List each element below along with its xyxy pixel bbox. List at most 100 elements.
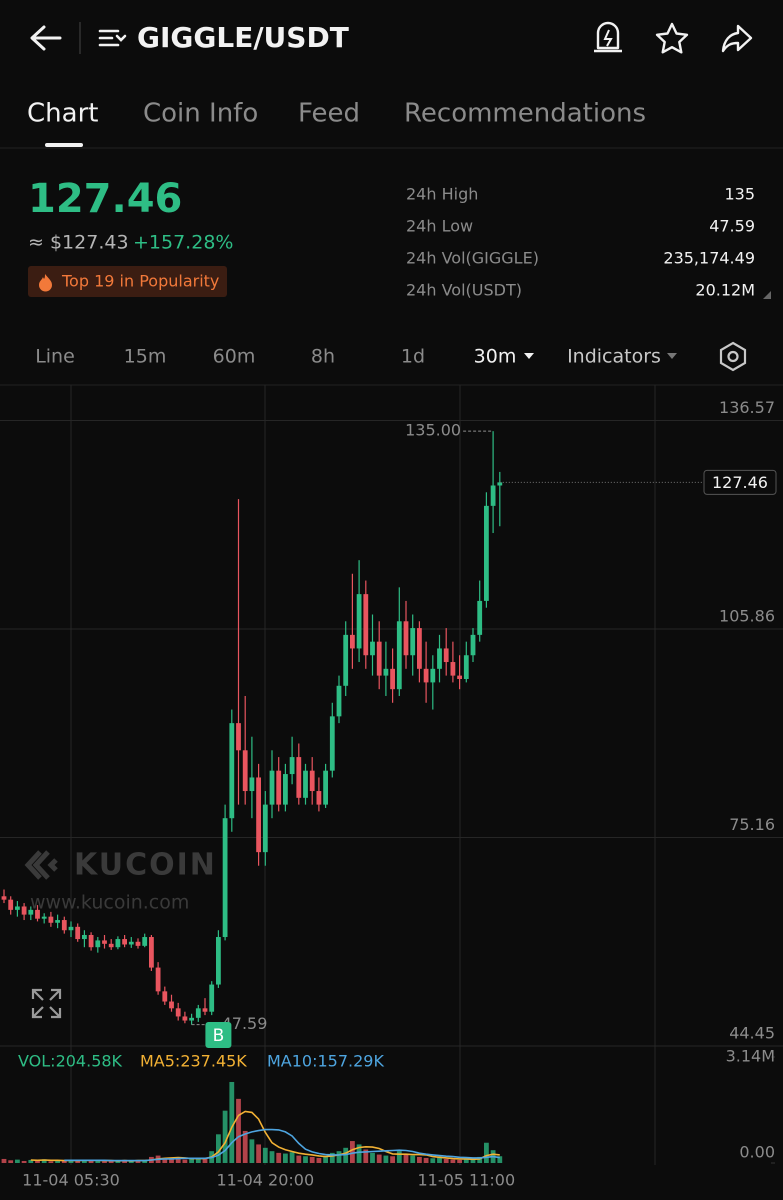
candle-body: [276, 770, 282, 805]
candle-body: [8, 899, 14, 910]
stat-label: 24h Vol(USDT): [406, 281, 522, 300]
candle-body: [182, 1016, 188, 1021]
candle-body: [463, 655, 469, 680]
candle-body: [363, 594, 369, 656]
candle-body: [242, 750, 248, 792]
back-button[interactable]: [30, 25, 62, 51]
watermark-logo: [24, 850, 58, 880]
volume-bar: [269, 1151, 275, 1163]
settings-dot: [727, 350, 739, 363]
volume-bar: [95, 1160, 101, 1163]
candle-body: [102, 940, 107, 944]
volume-bar: [108, 1160, 114, 1163]
volume-bar: [48, 1161, 54, 1163]
candle-body: [48, 916, 54, 923]
volume-bar: [21, 1160, 27, 1163]
interval[interactable]: 1d: [401, 346, 425, 368]
volume-bar: [162, 1157, 168, 1163]
volume-bar: [296, 1155, 302, 1163]
candle-body: [470, 634, 476, 656]
volume-bar: [383, 1155, 389, 1163]
indicators-button[interactable]: Indicators: [567, 346, 661, 368]
volume-bar: [115, 1160, 121, 1163]
volume-bar: [135, 1160, 141, 1163]
share-button[interactable]: [721, 24, 753, 53]
interval-active[interactable]: 30m: [474, 346, 517, 368]
candle-chart: 44.45 75.16 105.86 136.57 KUCOIN www.kucoin.c…: [0, 385, 783, 1190]
pair-menu[interactable]: GIGGLE/USDT: [98, 21, 349, 54]
fullscreen-button[interactable]: [31, 988, 62, 1019]
candle-body: [256, 777, 261, 853]
volume-bar: [88, 1160, 94, 1163]
alert-icon: [594, 21, 622, 53]
candle-body: [323, 770, 328, 805]
tab-indicator: [45, 143, 83, 147]
last-price: 127.46: [28, 176, 182, 222]
candle-body: [343, 634, 349, 686]
dropdown-caret: [667, 353, 677, 359]
candle-body: [376, 641, 382, 676]
candle-body: [262, 804, 268, 853]
interval[interactable]: 60m: [213, 346, 256, 368]
candle-body: [41, 916, 47, 919]
volume-bar: [376, 1154, 382, 1163]
candle-body: [128, 941, 134, 945]
x-tick-label: 11-04 05:30: [22, 1171, 120, 1190]
volume-bar: [236, 1098, 241, 1163]
tab[interactable]: Coin Info: [143, 99, 258, 129]
candle-body: [21, 906, 27, 915]
watermark: KUCOIN www.kucoin.com: [24, 848, 215, 914]
legend-entry: MA10:157.29K: [267, 1052, 384, 1071]
volume-tick-label: 0.00: [739, 1143, 775, 1162]
star-icon: [655, 22, 689, 54]
stat-value: 135: [724, 185, 755, 204]
candle-body: [457, 675, 462, 680]
candle-body: [189, 1017, 194, 1021]
volume-bar: [316, 1157, 322, 1163]
legend-entry: MA5:237.45K: [140, 1052, 247, 1071]
candle-body: [417, 628, 422, 669]
tab[interactable]: Recommendations: [404, 99, 646, 129]
interval[interactable]: 15m: [124, 346, 167, 368]
candle-body: [484, 505, 489, 601]
candle-body: [68, 926, 74, 931]
alert-button[interactable]: [594, 21, 622, 53]
candle-body: [403, 621, 409, 656]
corner-mark: [763, 291, 771, 299]
last-price-box: [703, 469, 777, 495]
candle-body: [155, 967, 161, 992]
tab[interactable]: Feed: [298, 99, 360, 129]
moving-average-line: [64, 1128, 500, 1162]
y-tick-label: 75.16: [729, 815, 775, 834]
favorite-button[interactable]: [655, 22, 689, 54]
interval[interactable]: 8h: [311, 346, 335, 368]
share-icon: [721, 24, 753, 53]
stat-label: 24h Vol(GIGGLE): [406, 249, 539, 268]
volume-bar: [363, 1149, 369, 1163]
tab[interactable]: Chart: [27, 99, 98, 129]
settings-button[interactable]: [719, 341, 747, 372]
candle-body: [316, 791, 322, 805]
x-tick-label: 11-05 11:00: [417, 1171, 515, 1190]
dropdown-caret: [524, 353, 534, 359]
candle-body: [95, 940, 101, 948]
candle-body: [477, 600, 483, 635]
stat-label: 24h Low: [406, 217, 473, 236]
low-marker-label: 47.59: [222, 1014, 268, 1033]
popularity-badge[interactable]: Top 19 in Popularity: [28, 266, 227, 297]
candle-body: [135, 941, 141, 946]
candle-body: [497, 482, 503, 486]
candle-body: [443, 648, 449, 663]
candle-body: [350, 634, 355, 649]
interval[interactable]: Line: [35, 346, 75, 368]
candle-body: [370, 641, 375, 656]
candle-body: [82, 934, 87, 940]
volume-bar: [309, 1156, 315, 1163]
candle-body: [1, 896, 7, 900]
candle-body: [35, 909, 40, 919]
candle-body: [88, 934, 94, 948]
volume-bar: [61, 1160, 67, 1163]
